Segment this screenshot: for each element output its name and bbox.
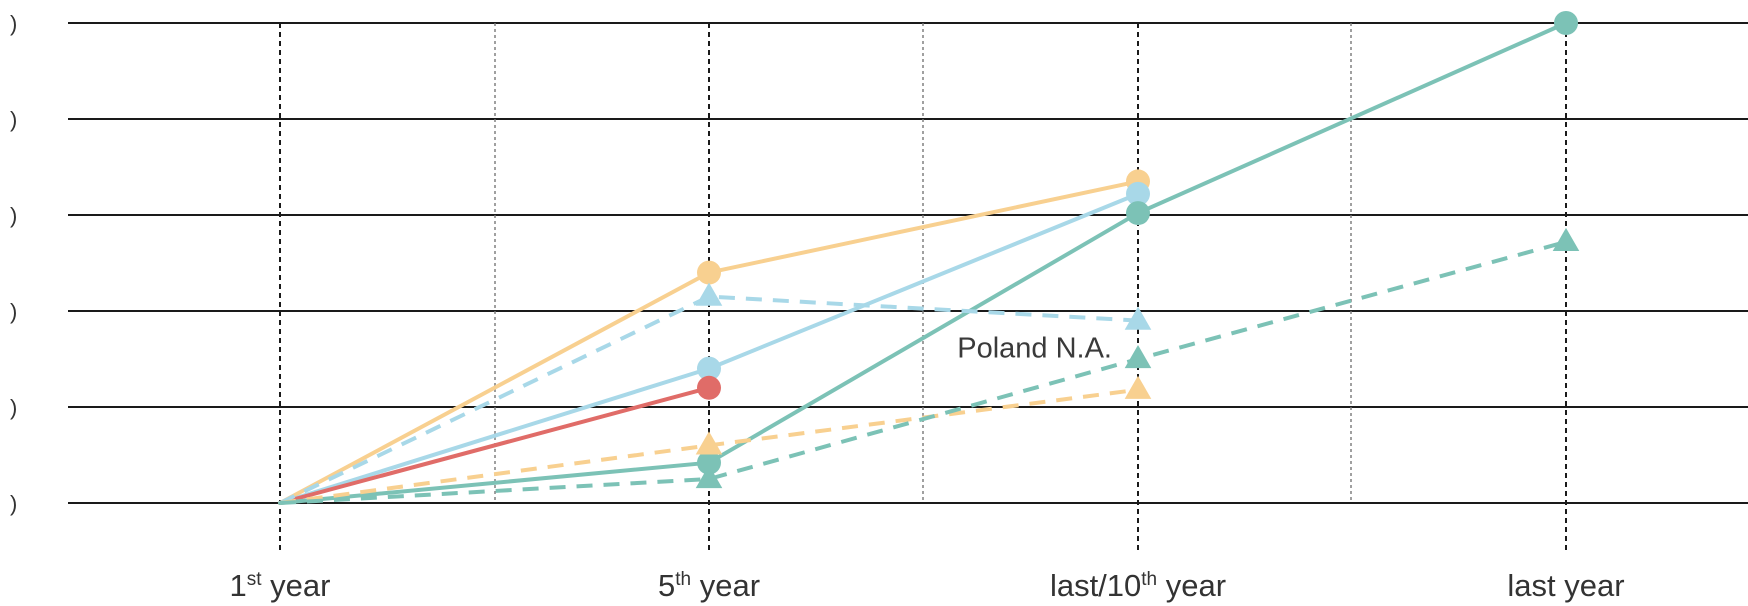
data-point-triangle bbox=[1124, 306, 1152, 330]
data-point-triangle bbox=[1124, 345, 1152, 369]
data-point bbox=[1126, 201, 1150, 226]
x-tick-label: 1st year bbox=[230, 568, 331, 603]
y-tick-label: ) bbox=[10, 299, 17, 324]
y-tick-label: ) bbox=[10, 203, 17, 228]
data-point bbox=[697, 375, 721, 400]
x-tick-label: last year bbox=[1507, 568, 1624, 603]
series-line-2 bbox=[278, 385, 711, 505]
annotation-label: Poland N.A. bbox=[957, 332, 1112, 364]
data-point-triangle bbox=[695, 431, 723, 455]
label-group: )))))) 1st year 5th year last/10th year last… bbox=[10, 11, 1625, 603]
y-tick-label: ) bbox=[10, 107, 17, 132]
data-point-triangle bbox=[695, 465, 723, 489]
data-point bbox=[697, 260, 721, 285]
series-line-6 bbox=[279, 239, 1567, 505]
series-line-3 bbox=[278, 21, 1568, 505]
data-point-triangle bbox=[1124, 375, 1152, 399]
y-tick-label: ) bbox=[10, 491, 17, 516]
data-point bbox=[1554, 11, 1578, 35]
series-group bbox=[278, 11, 1580, 505]
data-point-triangle bbox=[1552, 227, 1580, 251]
series-line-4 bbox=[279, 294, 1139, 505]
data-point bbox=[697, 356, 721, 381]
data-point bbox=[1126, 181, 1150, 206]
x-tick-label: last/10th year bbox=[1050, 568, 1226, 603]
y-tick-label: ) bbox=[10, 395, 17, 420]
y-tick-label: ) bbox=[10, 11, 17, 36]
x-tick-label: 5th year bbox=[658, 568, 760, 603]
data-point bbox=[697, 450, 721, 475]
data-point-triangle bbox=[695, 282, 723, 306]
